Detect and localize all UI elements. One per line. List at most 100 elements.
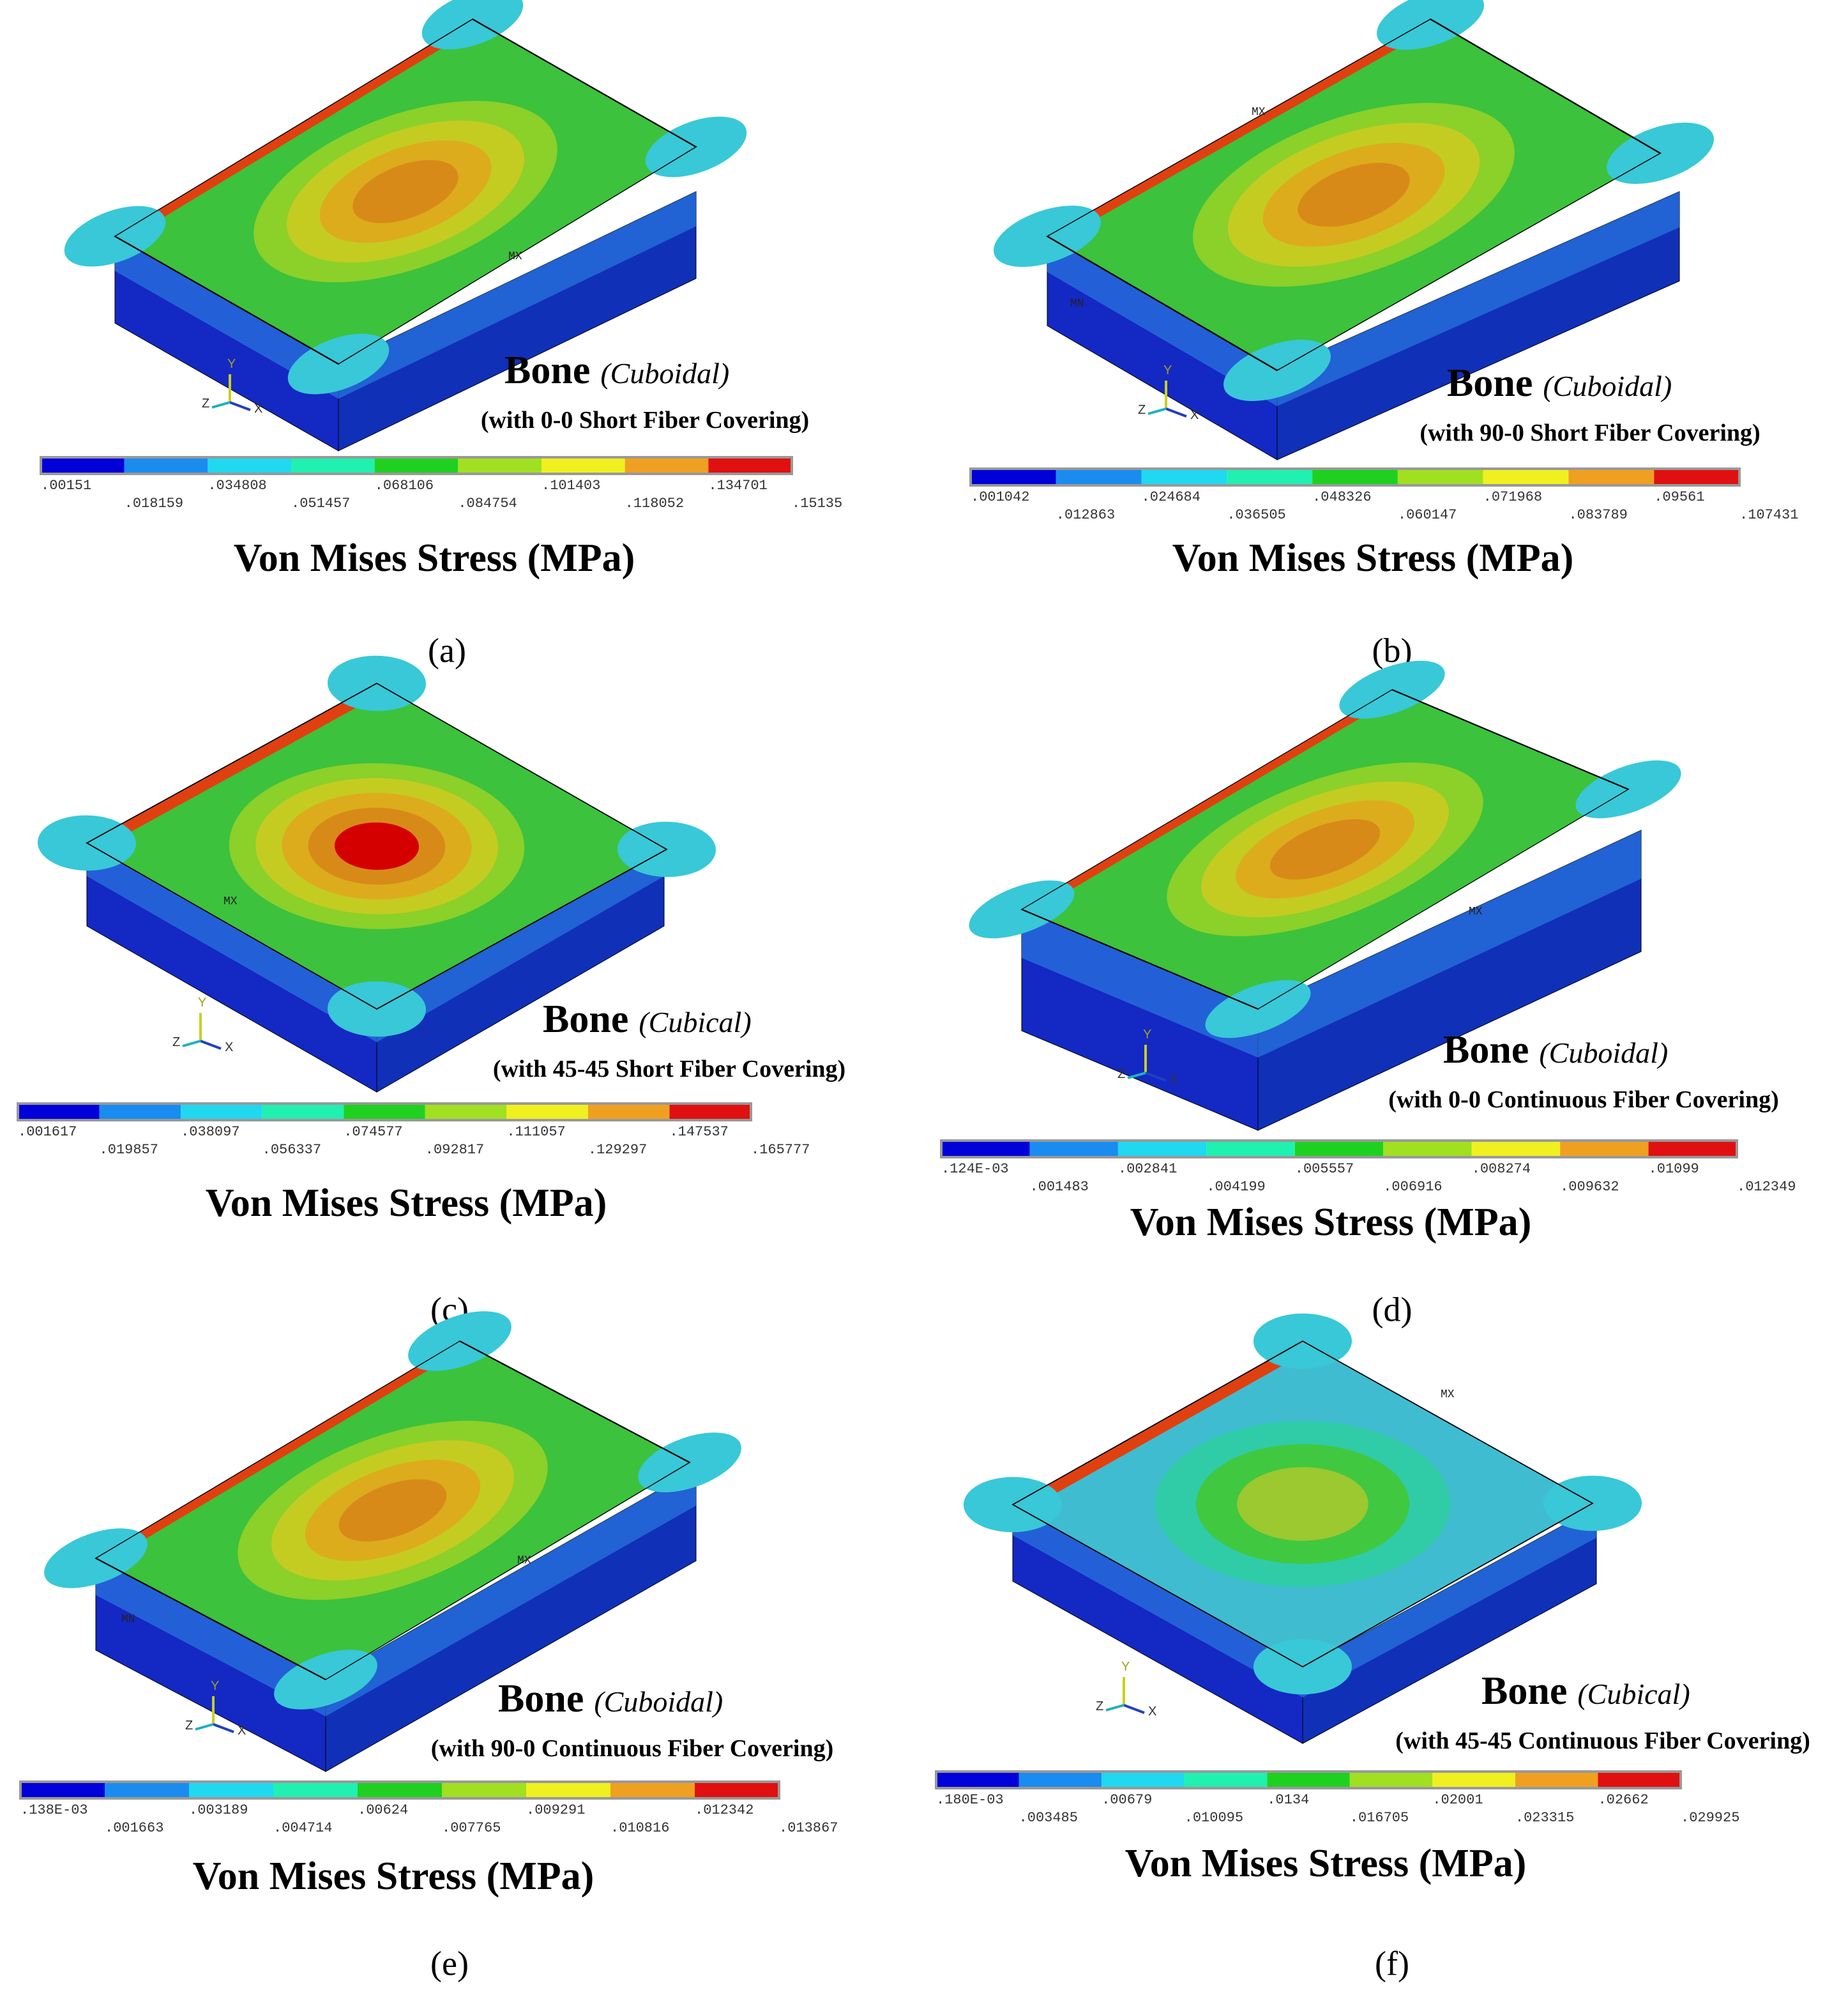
contour <box>115 19 481 241</box>
colorbar-segment <box>1206 1141 1295 1157</box>
triad-label: Y <box>1163 363 1172 377</box>
triad-label: X <box>1148 1704 1156 1719</box>
colorbar-label: .056337 <box>262 1142 321 1158</box>
colorbar-label: .023315 <box>1515 1810 1574 1826</box>
colorbar-segment <box>208 457 291 474</box>
side-band <box>87 843 377 1042</box>
colorbar-label: .124E-03 <box>941 1161 1009 1177</box>
colorbar-segment <box>458 457 542 474</box>
triad-axis <box>182 1040 201 1047</box>
panel-title: Bone (Cubical) <box>543 998 752 1041</box>
colorbar-segment <box>291 457 375 474</box>
side-band <box>1277 192 1679 406</box>
triad-label: Z <box>1096 1699 1103 1713</box>
colorbar-segment <box>1141 469 1227 485</box>
top-outline <box>1046 18 1662 372</box>
panel-subtitle: (with 0-0 Continuous Fiber Covering) <box>1388 1086 1779 1113</box>
colorbar-segment <box>124 457 208 474</box>
title-main: Bone <box>504 349 590 392</box>
top-outline <box>86 682 668 1010</box>
colorbar-segment <box>610 1782 695 1798</box>
colorbar-label: .084754 <box>458 496 517 512</box>
axis-title: Von Mises Stress (MPa) <box>1172 536 1574 580</box>
colorbar-segment <box>1102 1772 1185 1788</box>
colorbar-frame <box>19 1780 780 1800</box>
panel-subtitle: (with 0-0 Short Fiber Covering) <box>481 407 809 434</box>
contour <box>87 683 389 850</box>
triad-axis <box>195 1723 214 1731</box>
colorbar-label: .019857 <box>100 1142 158 1158</box>
top-outline <box>95 1340 691 1681</box>
colorbar-segment <box>344 1104 425 1120</box>
triad-label: Y <box>211 1679 219 1693</box>
colorbar-label: .002841 <box>1118 1161 1177 1177</box>
colorbar-segment <box>941 1141 1030 1157</box>
axis-title: Von Mises Stress (MPa) <box>1125 1842 1527 1885</box>
colorbar-label: .034808 <box>208 478 266 494</box>
title-main: Bone <box>543 998 628 1041</box>
contour <box>96 1341 469 1563</box>
panel: MX MN Y Z X Bone (Cuboidal) (with 90-0 Continuo… <box>19 1311 838 1982</box>
annotation: MX <box>1469 906 1483 918</box>
colorbar-label: .180E-03 <box>936 1792 1004 1808</box>
colorbar-label: .003485 <box>1019 1810 1078 1826</box>
axis-title: Von Mises Stress (MPa) <box>1130 1201 1532 1244</box>
side-band <box>115 236 338 399</box>
triad-axis <box>1145 1072 1167 1082</box>
colorbar-segment <box>1184 1772 1268 1788</box>
side-band <box>1047 236 1277 406</box>
colorbar-segment <box>1471 1141 1561 1157</box>
colorbar-label: .029925 <box>1681 1810 1739 1826</box>
contour <box>1022 690 1402 914</box>
colorbar-label: .118052 <box>625 496 684 512</box>
panel-subtitle: (with 90-0 Continuous Fiber Covering) <box>431 1735 834 1762</box>
panel-title: Bone (Cuboidal) <box>498 1677 723 1720</box>
contour <box>1013 1341 1315 1512</box>
triad-label: Z <box>172 1035 180 1049</box>
colorbar-segment <box>181 1104 262 1120</box>
colorbar-segment <box>273 1782 358 1798</box>
side-band <box>1013 1505 1303 1697</box>
colorbar-segment <box>105 1782 189 1798</box>
colorbar-label: .003189 <box>189 1802 248 1818</box>
triad-label: Y <box>227 357 236 371</box>
panel: MX Y Z X Bone (Cubical) (with 45-45 Short Fibe… <box>17 655 845 1328</box>
colorbar-segment <box>189 1782 273 1798</box>
colorbar-label: .083789 <box>1568 507 1627 523</box>
title-shape: (Cuboidal) <box>600 357 729 390</box>
colorbar-label: .024684 <box>1142 489 1200 505</box>
colorbar-segment <box>425 1104 507 1120</box>
colorbar-label: .09561 <box>1654 489 1704 505</box>
colorbar-segment <box>442 1782 526 1798</box>
side-band <box>326 1469 696 1717</box>
title-main: Bone <box>1481 1669 1567 1713</box>
panel: MX Y Z X Bone (Cubical) (with 45-45 Continuous… <box>935 1313 1810 1982</box>
title-shape: (Cuboidal) <box>1539 1036 1668 1069</box>
colorbar-label: .004199 <box>1206 1179 1265 1195</box>
colorbar-segment <box>506 1104 588 1120</box>
panel: MX MN Y Z X Bone (Cuboidal) (with 90-0 Short Fi… <box>969 0 1798 669</box>
colorbar-segment <box>1029 1141 1118 1157</box>
top-face <box>994 0 1714 401</box>
colorbar-segment <box>1397 469 1483 485</box>
colorbar-label: .012863 <box>1056 507 1115 523</box>
colorbar-frame <box>40 456 793 475</box>
axis-title: Von Mises Stress (MPa) <box>193 1855 595 1898</box>
side-band <box>338 192 696 399</box>
triad-label: X <box>1190 408 1199 422</box>
top-face <box>37 655 716 1037</box>
annotation: MX <box>1441 1388 1455 1401</box>
colorbar-segment <box>936 1772 1019 1788</box>
colorbar-segment <box>20 1782 105 1798</box>
triad-axis <box>1105 1704 1125 1712</box>
contour <box>352 160 458 224</box>
annotation: MX <box>508 250 522 263</box>
colorbar-label: .005557 <box>1295 1161 1354 1177</box>
annotation: MX <box>223 895 238 908</box>
colorbar-label: .001483 <box>1029 1179 1088 1195</box>
colorbar-label: .007765 <box>442 1820 501 1836</box>
annotation: MN <box>121 1613 135 1626</box>
title-main: Bone <box>498 1677 584 1720</box>
colorbar-segment <box>1654 469 1739 485</box>
